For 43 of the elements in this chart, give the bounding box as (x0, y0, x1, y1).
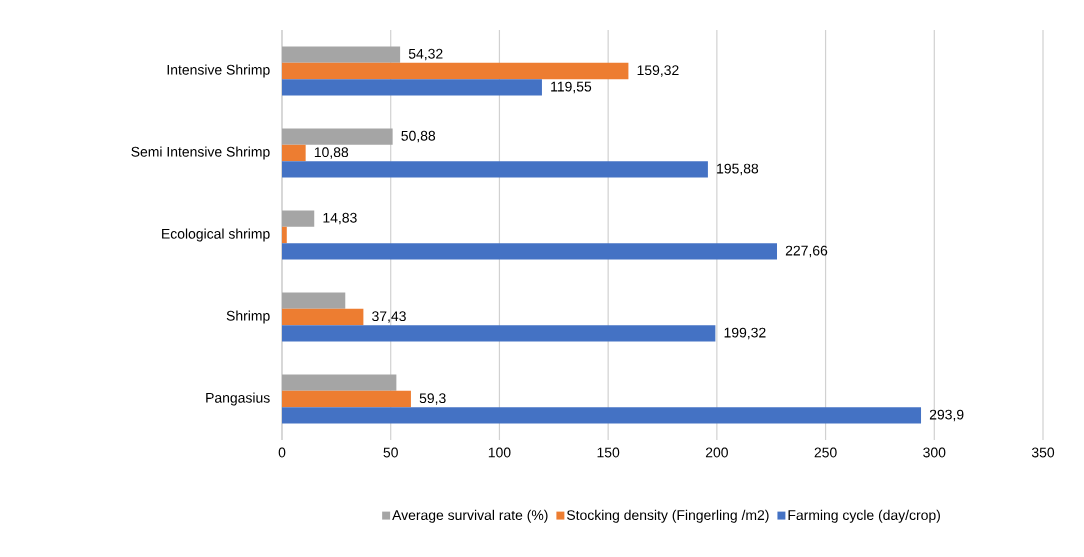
legend-label: Average survival rate (%) (392, 509, 548, 523)
bar (282, 161, 708, 178)
x-tick-label: 150 (597, 447, 620, 458)
bar (282, 407, 922, 424)
data-label: 14,83 (323, 212, 357, 225)
y-tick-label: Ecological shrimp (162, 228, 270, 242)
bar (282, 46, 401, 63)
bar (282, 374, 397, 391)
data-label: 199,32 (724, 327, 766, 340)
y-tick-label: Semi Intensive Shrimp (131, 146, 270, 160)
bar (282, 325, 716, 342)
x-tick-label: 0 (278, 447, 286, 458)
data-label: 195,88 (717, 163, 759, 176)
x-tick-label: 100 (488, 447, 511, 458)
y-tick-label: Intensive Shrimp (167, 64, 270, 78)
bar (282, 128, 393, 145)
data-label: 227,66 (785, 245, 828, 258)
data-label: 54,32 (408, 48, 443, 61)
bar (282, 226, 287, 244)
bar (282, 210, 315, 227)
legend-label: Farming cycle (day/crop) (788, 509, 940, 523)
x-tick-label: 350 (1031, 447, 1055, 458)
x-tick-label: 200 (705, 447, 728, 458)
bar (282, 390, 411, 408)
bar (282, 144, 306, 162)
y-tick-label: Pangasius (206, 392, 270, 406)
data-label: 293,9 (929, 409, 964, 422)
bar (282, 292, 346, 309)
x-tick-label: 50 (383, 447, 398, 458)
data-label: 119,55 (551, 81, 592, 94)
data-label: 50,88 (401, 130, 436, 143)
bar (282, 308, 364, 326)
x-tick-label: 300 (923, 447, 946, 458)
data-label: 37,43 (372, 311, 406, 323)
bar (282, 79, 542, 96)
bar (282, 243, 777, 260)
legend-label: Stocking density (Fingerling /m2) (567, 509, 769, 523)
data-label: 59,3 (419, 393, 446, 405)
data-label: 159,32 (637, 65, 679, 77)
data-label: 10,88 (314, 147, 349, 159)
bar (282, 62, 629, 80)
y-tick-label: Shrimp (226, 310, 270, 324)
x-tick-label: 250 (814, 447, 837, 458)
